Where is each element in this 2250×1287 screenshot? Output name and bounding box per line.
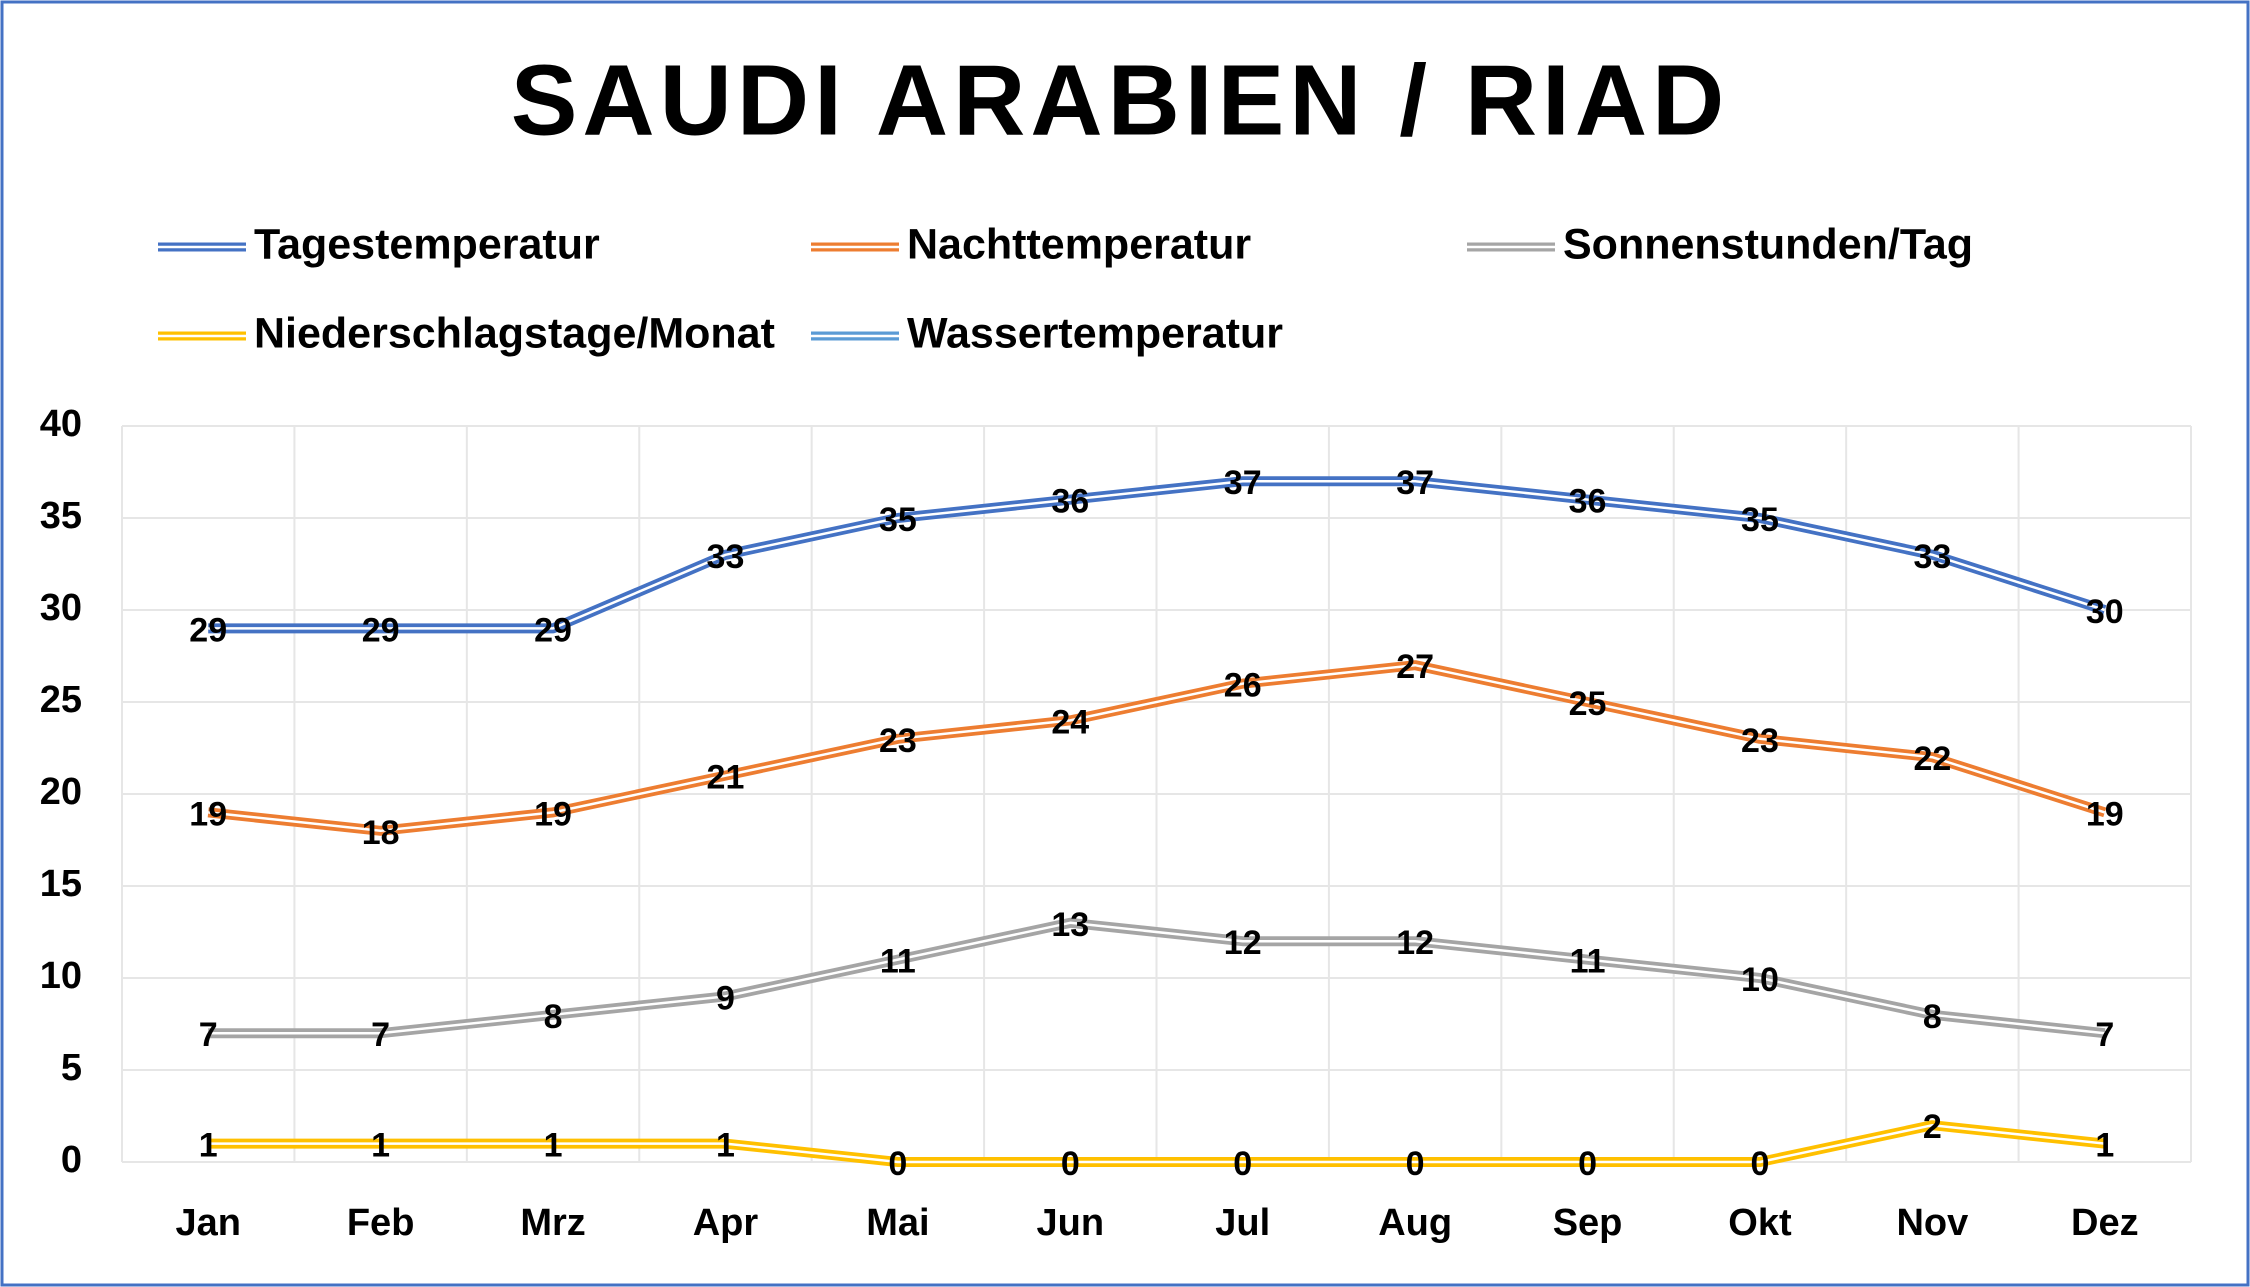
data-label: 9: [716, 979, 735, 1017]
data-label: 1: [371, 1127, 390, 1165]
x-tick-label: Aug: [1378, 1202, 1452, 1244]
data-label: 23: [879, 722, 917, 760]
data-label: 35: [879, 501, 917, 539]
data-label: 10: [1741, 961, 1779, 999]
data-label: 0: [1406, 1145, 1425, 1183]
x-tick-label: Jun: [1037, 1202, 1105, 1244]
y-tick-label: 40: [40, 403, 82, 445]
data-label: 36: [1051, 483, 1089, 521]
data-label: 12: [1396, 924, 1434, 962]
data-label: 0: [1578, 1145, 1597, 1183]
data-label: 27: [1396, 648, 1434, 686]
series-line-highlight: [208, 921, 2105, 1035]
data-label: 30: [2086, 593, 2124, 631]
data-label: 29: [362, 611, 400, 649]
data-label: 0: [888, 1145, 907, 1183]
legend-label: Tagestemperatur: [254, 220, 600, 268]
data-label: 36: [1569, 483, 1607, 521]
data-label: 24: [1051, 703, 1089, 741]
data-label: 29: [189, 611, 227, 649]
legend-label: Niederschlagstage/Monat: [254, 309, 775, 357]
data-label: 37: [1396, 464, 1434, 502]
x-tick-label: Okt: [1728, 1202, 1792, 1244]
x-tick-label: Jul: [1215, 1202, 1270, 1244]
x-tick-label: Dez: [2071, 1202, 2139, 1244]
data-label: 11: [880, 943, 916, 981]
x-tick-label: Sep: [1553, 1202, 1623, 1244]
data-label: 19: [189, 795, 227, 833]
data-label: 1: [716, 1127, 735, 1165]
data-label: 7: [2095, 1016, 2114, 1054]
data-label: 1: [2095, 1127, 2114, 1165]
series-line-highlight: [208, 1123, 2105, 1164]
x-tick-label: Mai: [866, 1202, 929, 1244]
x-tick-label: Feb: [347, 1202, 415, 1244]
data-label: 26: [1224, 667, 1262, 705]
y-tick-label: 15: [40, 863, 82, 905]
data-label: 33: [707, 538, 745, 576]
data-label: 7: [371, 1016, 390, 1054]
data-label: 29: [534, 611, 572, 649]
legend-label: Wassertemperatur: [907, 309, 1283, 357]
data-label: 33: [1913, 538, 1951, 576]
data-label: 1: [544, 1127, 563, 1165]
y-tick-label: 30: [40, 587, 82, 629]
data-label: 8: [1923, 998, 1942, 1036]
data-label: 23: [1741, 722, 1779, 760]
series-line-highlight: [208, 479, 2106, 630]
legend-label: Nachttemperatur: [907, 220, 1251, 268]
data-label: 18: [362, 814, 400, 852]
data-label: 8: [544, 998, 563, 1036]
y-tick-label: 20: [40, 771, 82, 813]
y-tick-label: 0: [61, 1139, 82, 1181]
data-label: 0: [1750, 1145, 1769, 1183]
data-label: 13: [1051, 906, 1089, 944]
data-label: 2: [1923, 1108, 1942, 1146]
data-label: 19: [2086, 795, 2124, 833]
x-tick-label: Nov: [1896, 1202, 1968, 1244]
data-label: 0: [1061, 1145, 1080, 1183]
data-label: 25: [1569, 685, 1607, 723]
y-tick-label: 10: [40, 955, 82, 997]
data-label: 19: [534, 795, 572, 833]
chart-title: SAUDI ARABIEN / RIAD: [511, 44, 1730, 156]
data-label: 22: [1913, 740, 1951, 778]
legend-label: Sonnenstunden/Tag: [1563, 220, 1973, 268]
y-tick-label: 5: [61, 1047, 82, 1089]
x-tick-label: Mrz: [520, 1202, 585, 1244]
y-tick-label: 35: [40, 495, 82, 537]
data-label: 37: [1224, 464, 1262, 502]
data-label: 21: [707, 759, 745, 797]
data-label: 7: [199, 1016, 218, 1054]
data-label: 11: [1570, 943, 1606, 981]
data-label: 0: [1233, 1145, 1252, 1183]
series-line-highlight: [208, 663, 2106, 833]
y-tick-label: 25: [40, 679, 82, 721]
data-label: 1: [199, 1127, 218, 1165]
x-tick-label: Apr: [693, 1202, 759, 1244]
data-label: 12: [1224, 924, 1262, 962]
data-label: 35: [1741, 501, 1779, 539]
x-tick-label: Jan: [175, 1202, 240, 1244]
